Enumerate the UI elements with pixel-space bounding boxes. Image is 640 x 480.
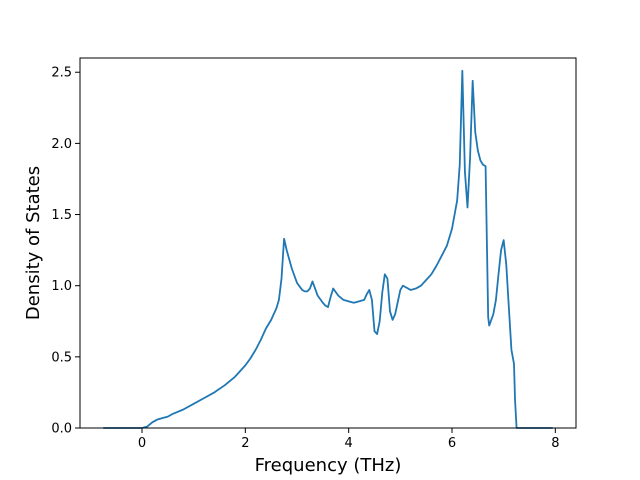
x-tick-label: 6	[448, 436, 456, 451]
x-tick-label: 2	[241, 436, 249, 451]
y-tick-label: 1.0	[51, 279, 72, 294]
x-tick-label: 8	[551, 436, 559, 451]
plot-frame	[79, 57, 577, 429]
x-axis-label: Frequency (THz)	[255, 455, 402, 476]
dos-line	[103, 69, 553, 429]
y-tick-label: 0.0	[51, 422, 72, 437]
x-tick-label: 0	[138, 436, 146, 451]
x-tick-label: 4	[345, 436, 353, 451]
y-tick-label: 2.5	[51, 66, 72, 81]
y-axis-label: Density of States	[23, 166, 44, 320]
y-tick-label: 0.5	[51, 350, 72, 365]
y-ticks: 0.0 0.5 1.0 1.5 2.0 2.5	[51, 66, 80, 437]
y-tick-label: 1.5	[51, 208, 72, 223]
y-tick-label: 2.0	[51, 137, 72, 152]
x-ticks: 0 2 4 6 8	[138, 428, 559, 451]
